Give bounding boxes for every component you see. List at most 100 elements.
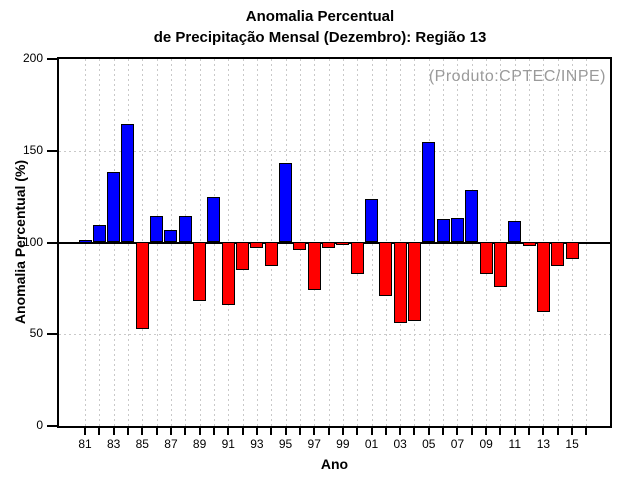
bar-12	[522, 241, 536, 247]
x-tick	[241, 428, 244, 435]
x-tick	[571, 428, 574, 435]
bar-05	[422, 142, 436, 243]
x-tick-label: 05	[422, 437, 436, 451]
x-tick	[470, 428, 473, 435]
x-tick	[313, 428, 316, 435]
x-tick	[399, 428, 402, 435]
x-tick	[155, 428, 158, 435]
chart-title-line1: Anomalia Percentual	[245, 8, 395, 25]
bar-83	[107, 171, 121, 243]
bar-97	[307, 241, 321, 291]
bar-96	[293, 241, 307, 250]
bar-88	[178, 215, 192, 243]
x-tick	[212, 428, 215, 435]
bar-00	[350, 241, 364, 274]
x-tick	[255, 428, 258, 435]
bar-02	[379, 241, 393, 296]
bar-86	[150, 215, 164, 243]
gridline-horizontal	[59, 334, 610, 336]
x-tick	[184, 428, 187, 435]
bar-07	[450, 217, 464, 243]
x-tick-label: 95	[278, 437, 293, 451]
y-tick-label: 200	[22, 51, 43, 65]
bar-89	[193, 241, 207, 302]
x-tick	[442, 428, 445, 435]
bar-85	[135, 241, 149, 329]
bar-90	[207, 197, 221, 243]
x-tick-label: 15	[565, 437, 579, 451]
bar-10	[493, 241, 507, 287]
x-tick-label: 83	[106, 437, 121, 451]
x-tick	[98, 428, 101, 435]
product-annotation: (Produto:CPTEC/INPE)	[428, 68, 606, 85]
chart-title: Anomalia Percentual de Precipitação Mens…	[0, 6, 640, 48]
bar-03	[393, 241, 407, 324]
x-tick-label: 85	[135, 437, 149, 451]
bar-91	[221, 241, 235, 305]
x-tick	[284, 428, 287, 435]
x-tick	[341, 428, 344, 435]
bar-82	[92, 224, 106, 243]
x-tick	[112, 428, 115, 435]
x-tick	[370, 428, 373, 435]
y-tick	[47, 58, 57, 60]
bar-08	[465, 190, 479, 243]
x-tick-label: 97	[307, 437, 321, 451]
x-tick-label: 93	[250, 437, 264, 451]
x-tick	[528, 428, 531, 435]
x-tick	[198, 428, 201, 435]
y-tick-label: 100	[22, 234, 43, 249]
x-tick-label: 11	[508, 437, 521, 451]
bar-15	[565, 241, 579, 259]
x-tick-label: 07	[450, 437, 465, 451]
x-tick	[356, 428, 359, 435]
y-tick-label: 50	[29, 326, 43, 341]
bar-04	[407, 241, 421, 322]
chart-title-line2: de Precipitação Mensal (Dezembro): Regiã…	[153, 29, 487, 46]
x-tick	[556, 428, 559, 435]
x-tick	[427, 428, 430, 435]
x-tick-label: 81	[78, 437, 92, 451]
x-tick-label: 03	[393, 437, 407, 451]
y-tick-label: 150	[22, 142, 43, 157]
x-tick	[227, 428, 230, 435]
bar-93	[250, 241, 264, 248]
x-tick	[485, 428, 488, 435]
x-tick	[327, 428, 330, 435]
plot-area: (Produto:CPTEC/INPE) 81 83 85 87 89 91 93 95 97 9…	[23, 51, 612, 451]
x-tick	[84, 428, 86, 435]
x-tick	[413, 428, 416, 435]
x-tick-label: 89	[192, 437, 207, 451]
bar-14	[551, 241, 565, 267]
x-tick	[585, 428, 588, 435]
bar-92	[236, 241, 250, 271]
bar-98	[322, 241, 336, 248]
y-tick	[47, 149, 57, 152]
y-tick	[47, 333, 57, 336]
bar-09	[479, 241, 493, 274]
x-axis-label: Ano	[320, 456, 349, 472]
x-tick	[298, 428, 301, 435]
x-tick	[513, 428, 516, 435]
x-tick-label: 13	[536, 437, 551, 451]
x-tick	[270, 428, 273, 435]
bar-06	[436, 219, 450, 243]
x-tick	[126, 428, 129, 435]
y-tick-label: 0	[36, 418, 43, 432]
x-tick-label: 87	[164, 437, 178, 451]
y-tick	[47, 425, 57, 427]
x-tick-label: 91	[221, 437, 235, 451]
x-tick-label: 09	[479, 437, 493, 451]
bar-13	[536, 241, 550, 313]
bar-99	[336, 241, 350, 245]
x-tick	[169, 428, 172, 435]
bar-01	[365, 199, 379, 243]
x-tick	[542, 428, 545, 435]
gridline-horizontal	[59, 150, 610, 152]
bar-81	[78, 239, 92, 243]
x-tick-label: 99	[336, 437, 350, 451]
x-tick	[384, 428, 387, 435]
x-tick	[141, 428, 144, 435]
bar-84	[121, 124, 135, 243]
